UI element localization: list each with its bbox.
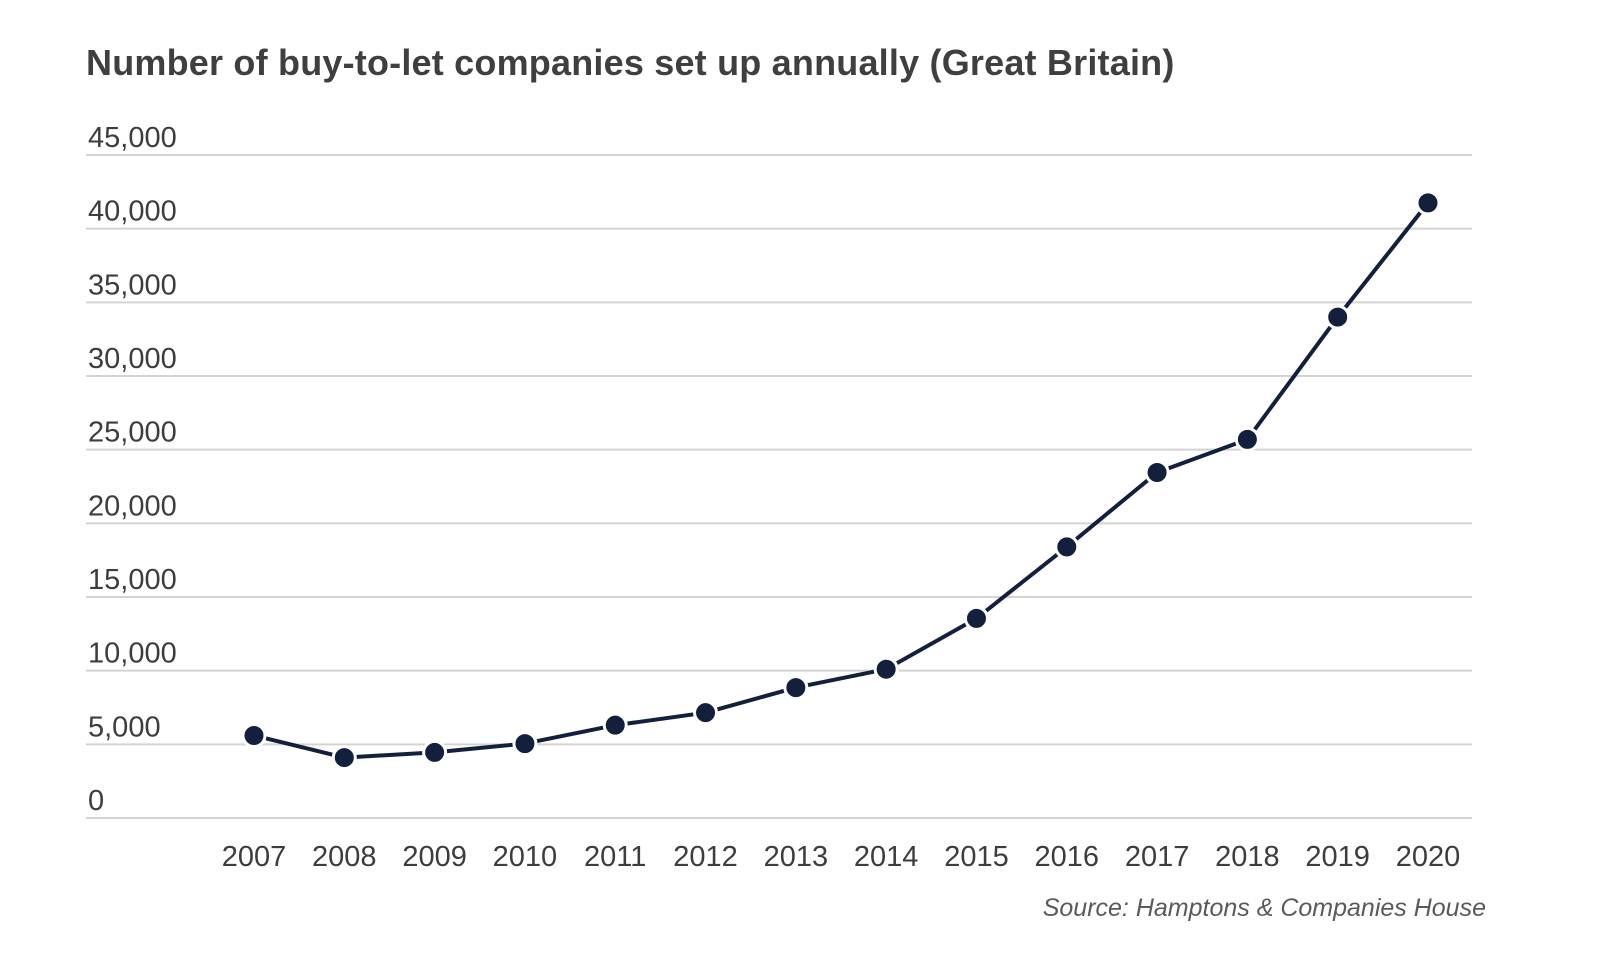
data-point-2016 (1054, 534, 1080, 560)
data-series (253, 201, 1430, 760)
x-tick-label: 2020 (1396, 841, 1461, 873)
source-note: Source: Hamptons & Companies House (1042, 894, 1486, 922)
data-point-2018 (1234, 426, 1260, 452)
x-tick-label: 2015 (944, 841, 1009, 873)
y-tick-label: 15,000 (88, 564, 177, 596)
y-tick-label: 30,000 (88, 343, 177, 375)
data-point-2009 (422, 739, 448, 765)
y-tick-label: 0 (88, 785, 104, 817)
data-point-2010 (512, 731, 538, 757)
x-tick-label: 2009 (402, 841, 467, 873)
data-point-2015 (963, 605, 989, 631)
x-tick-label: 2019 (1305, 841, 1370, 873)
data-point-2012 (693, 700, 719, 726)
data-point-2020 (1415, 190, 1441, 216)
x-tick-label: 2007 (222, 841, 287, 873)
chart-title: Number of buy-to-let companies set up an… (86, 42, 1175, 83)
x-axis-tick-labels: 2007 2008 2009 2010 2011 2012 2013 2014 2015 2016… (222, 841, 1461, 873)
data-point-2019 (1325, 304, 1351, 330)
x-tick-label: 2016 (1035, 841, 1100, 873)
y-tick-label: 40,000 (88, 196, 177, 228)
x-tick-label: 2013 (764, 841, 829, 873)
data-point-2013 (783, 675, 809, 701)
data-point-2014 (873, 656, 899, 682)
x-tick-label: 2008 (312, 841, 377, 873)
y-tick-label: 35,000 (88, 269, 177, 301)
series-line (253, 201, 1430, 760)
y-axis-tick-labels: 0 5,000 10,000 15,000 20,000 25,000 30,000 35,0… (88, 122, 177, 817)
x-tick-label: 2018 (1215, 841, 1280, 873)
x-tick-label: 2011 (584, 841, 646, 873)
y-tick-label: 5,000 (88, 711, 161, 743)
data-point-2007 (241, 722, 267, 748)
data-point-2011 (602, 712, 628, 738)
y-tick-label: 20,000 (88, 490, 177, 522)
y-tick-label: 25,000 (88, 417, 177, 449)
data-point-2008 (331, 745, 357, 771)
x-tick-label: 2012 (673, 841, 738, 873)
y-tick-label: 10,000 (88, 638, 177, 670)
x-tick-label: 2017 (1125, 841, 1190, 873)
data-point-2017 (1144, 460, 1170, 486)
x-tick-label: 2010 (493, 841, 558, 873)
x-tick-label: 2014 (854, 841, 919, 873)
y-tick-label: 45,000 (88, 122, 177, 154)
data-markers (241, 190, 1441, 771)
grid-lines (86, 154, 1472, 819)
